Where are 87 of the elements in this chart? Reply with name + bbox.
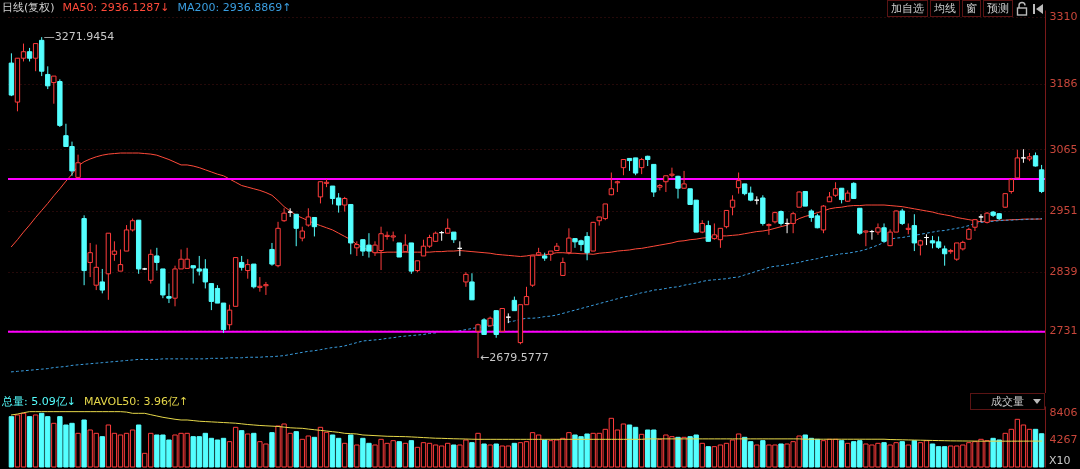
bar	[451, 444, 457, 468]
candlestick	[45, 65, 51, 90]
bar	[481, 443, 487, 468]
candlestick	[729, 194, 736, 216]
y-tick-label: 8406	[1049, 405, 1078, 419]
bar	[408, 440, 415, 468]
candlestick	[87, 242, 93, 278]
annotation: 窗	[962, 0, 981, 17]
text: X10	[1049, 454, 1071, 467]
bar	[899, 441, 905, 468]
annotation: 均线	[930, 0, 960, 17]
y-tick-label: 3310	[1049, 10, 1078, 23]
bar	[99, 436, 105, 468]
bar	[238, 430, 245, 468]
candlestick	[245, 258, 251, 280]
bar	[469, 442, 475, 468]
candlestick	[499, 307, 505, 332]
candlestick	[820, 204, 827, 234]
candlestick	[790, 211, 796, 234]
bar	[81, 419, 87, 468]
bar	[542, 439, 548, 468]
candlestick	[705, 220, 711, 242]
y-tick-label: 2731	[1049, 323, 1078, 337]
candlestick	[263, 281, 269, 296]
text: MA200: 2936.8869↑	[177, 1, 292, 15]
candlestick	[51, 75, 57, 105]
bar	[511, 442, 518, 468]
annotation: 成交量	[991, 394, 1024, 409]
bar	[911, 440, 918, 468]
candlestick	[226, 304, 233, 331]
y-tick-label: 3065	[1049, 142, 1078, 156]
bar	[26, 416, 33, 468]
candlestick	[166, 283, 172, 304]
candlestick	[875, 222, 881, 236]
line-series	[10, 411, 1043, 442]
candlestick	[305, 207, 312, 228]
bar	[838, 440, 845, 468]
candlestick	[311, 216, 318, 237]
y-tick-label: 3186	[1049, 77, 1078, 91]
bar	[135, 424, 142, 468]
y-tick-label: 2839	[1049, 265, 1078, 279]
candlestick	[911, 213, 918, 252]
bar	[396, 441, 402, 468]
annotation: —3271.9454	[43, 30, 115, 44]
bar	[493, 443, 499, 468]
bar	[293, 431, 299, 468]
candlestick	[32, 43, 39, 72]
candlestick	[863, 229, 869, 247]
annotation: 预测	[983, 0, 1013, 17]
series-label: MAVOL50: 3.96亿↑	[83, 395, 189, 409]
candlestick	[269, 242, 275, 267]
candlestick	[293, 213, 299, 247]
candlestick	[75, 154, 81, 178]
candlestick	[475, 323, 481, 359]
bar	[778, 443, 784, 468]
text: MA50: 2936.1287↓	[62, 1, 170, 15]
bar	[760, 440, 766, 468]
y-tick-label: 4267	[1049, 432, 1078, 446]
candlestick	[1014, 149, 1021, 179]
bar	[705, 446, 711, 468]
candlestick	[257, 276, 263, 293]
candlestick	[154, 247, 160, 272]
bar	[675, 436, 681, 468]
line-series	[10, 152, 1043, 257]
bar	[311, 436, 318, 468]
chart-title: 日线(复权)	[2, 1, 55, 15]
candlestick	[681, 170, 687, 190]
y-tick-label: 2951	[1049, 204, 1078, 218]
bar	[269, 432, 275, 468]
bar	[251, 432, 257, 468]
candlestick	[941, 245, 948, 267]
series-label: 总量: 5.09亿↓	[2, 395, 76, 409]
annotation: 加自选	[887, 0, 928, 17]
candlestick	[1038, 164, 1045, 194]
candlestick	[566, 227, 572, 255]
bar	[881, 442, 887, 468]
bar	[348, 434, 354, 468]
candlestick	[493, 310, 499, 339]
annotation: ←2679.5777	[480, 351, 549, 365]
candlestick	[251, 263, 257, 289]
candlestick	[117, 248, 124, 272]
candlestick	[93, 244, 99, 291]
bar	[8, 416, 15, 468]
candlestick	[735, 172, 742, 195]
candlestick	[99, 268, 105, 294]
candlestick	[469, 272, 475, 301]
candlestick	[766, 222, 772, 236]
